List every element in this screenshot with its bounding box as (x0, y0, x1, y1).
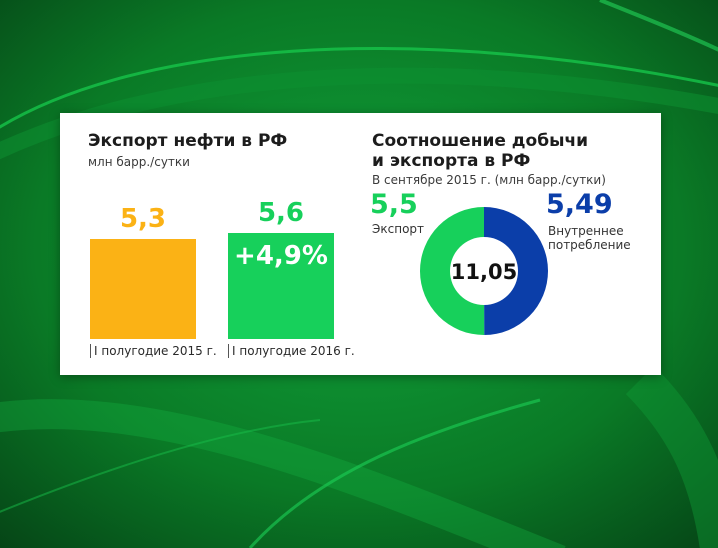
right-panel-subtitle: В сентябре 2015 г. (млн барр./сутки) (372, 173, 606, 187)
donut-slice-export (420, 207, 485, 335)
donut-slice-domestic (484, 207, 549, 335)
bar-2: +4,9% (228, 233, 334, 339)
bar-category-label-2: I полугодие 2016 г. (228, 344, 355, 358)
donut-center-total: 11,05 (451, 260, 517, 284)
right-panel-title-line2: и экспорта в РФ (372, 151, 531, 171)
right-panel-title-line1: Соотношение добычи (372, 131, 589, 151)
domestic-label-line2: потребление (548, 238, 631, 252)
production-donut-chart: 11,05 (420, 207, 549, 335)
bar-value-label-1: 5,3 (119, 204, 167, 234)
domestic-value: 5,49 (546, 189, 613, 220)
export-label: Экспорт (372, 222, 425, 236)
domestic-label-line1: Внутреннее (548, 224, 624, 238)
bar-value-label-2: 5,6 (257, 198, 305, 229)
bar-category-label-1: I полугодие 2015 г. (90, 344, 217, 358)
infographic-card: Экспорт нефти в РФ млн барр./сутки 5,3 I … (60, 113, 661, 375)
left-panel-subtitle: млн барр./сутки (88, 155, 190, 169)
bar-1 (90, 239, 196, 339)
growth-annotation: +4,9% (234, 241, 328, 272)
export-value: 5,5 (370, 189, 418, 220)
left-panel-title: Экспорт нефти в РФ (88, 131, 288, 151)
